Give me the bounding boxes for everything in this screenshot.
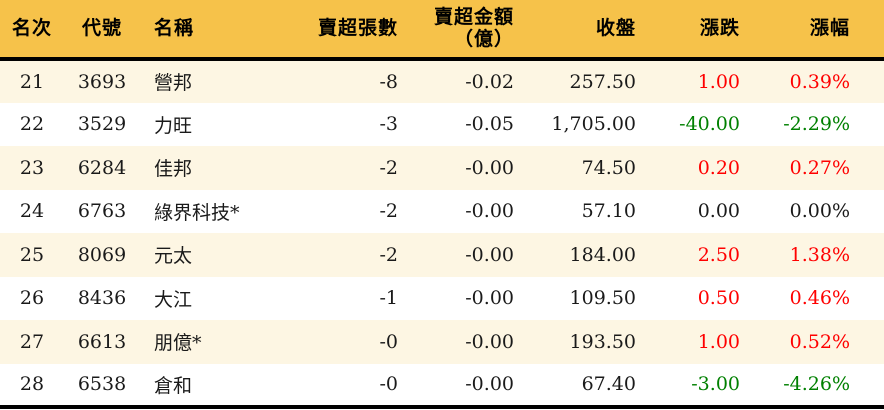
cell-rank: 28: [19, 373, 45, 396]
cell-sell-lots: -0: [379, 330, 398, 353]
table-body: 21 3693 營邦 -8 -0.02 257.50 1.00 0.39% 0 22 3529 力旺 -…: [0, 59, 884, 407]
cell-rank: 22: [19, 113, 45, 136]
cell-sell-lots: -0: [379, 373, 398, 396]
column-header-sell-lots[interactable]: 賣超張數: [317, 16, 398, 39]
cell-sell-days: 連 2 賣: [872, 320, 884, 364]
cell-name: 朋億*: [154, 332, 202, 355]
cell-sell-amount: -0.00: [465, 243, 514, 266]
cell-close: 1,705.00: [551, 113, 636, 136]
cell-rank: 21: [19, 70, 45, 93]
table-row[interactable]: 25 8069 元太 -2 -0.00 184.00 2.50 1.38% 買 → 賣: [0, 233, 884, 277]
cell-sell-amount: -0.05: [465, 113, 514, 136]
cell-rank: 26: [19, 287, 45, 310]
cell-name: 力旺: [154, 114, 193, 137]
cell-sell-days: 1: [872, 190, 884, 234]
cell-sell-lots: -8: [379, 70, 398, 93]
cell-sell-lots: -2: [379, 243, 398, 266]
table-row[interactable]: 28 6538 倉和 -0 -0.00 67.40 -3.00 -4.26% 連 2 賣: [0, 363, 884, 408]
table-row[interactable]: 23 6284 佳邦 -2 -0.00 74.50 0.20 0.27% 1: [0, 146, 884, 190]
column-header-sell-amount-line2: （億）: [453, 27, 514, 50]
cell-change-pct: 0.00%: [789, 200, 850, 223]
cell-change-pct: 0.46%: [789, 287, 850, 310]
cell-close: 67.40: [581, 373, 636, 396]
cell-sell-days: 連 2 賣: [872, 277, 884, 321]
cell-rank: 25: [19, 243, 45, 266]
column-header-rank[interactable]: 名次: [11, 16, 52, 39]
cell-sell-amount: -0.00: [465, 287, 514, 310]
cell-sell-days: 1: [872, 146, 884, 190]
column-header-name[interactable]: 名稱: [154, 16, 195, 39]
cell-sell-amount: -0.02: [465, 70, 514, 93]
table-row[interactable]: 22 3529 力旺 -3 -0.05 1,705.00 -40.00 -2.29% 連 3 買…: [0, 102, 884, 147]
cell-sell-days: 連 2 賣: [872, 364, 884, 408]
cell-change: 0.00: [697, 200, 740, 223]
cell-code: 6284: [77, 156, 127, 179]
cell-change-pct: 0.52%: [789, 330, 850, 353]
table-row[interactable]: 27 6613 朋億* -0 -0.00 193.50 1.00 0.52% 連 2 賣: [0, 320, 884, 364]
cell-name: 佳邦: [154, 158, 193, 181]
cell-change: 1.00: [697, 70, 740, 93]
cell-sell-lots: -2: [379, 156, 398, 179]
cell-change-pct: -2.29%: [783, 113, 850, 136]
table-row[interactable]: 24 6763 綠界科技* -2 -0.00 57.10 0.00 0.00% 1: [0, 189, 884, 234]
cell-sell-amount: -0.00: [465, 373, 514, 396]
cell-sell-lots: -1: [379, 287, 398, 310]
cell-rank: 24: [19, 200, 45, 223]
column-header-code[interactable]: 代號: [81, 16, 122, 39]
cell-rank: 27: [19, 330, 45, 353]
cell-change: 0.20: [697, 156, 740, 179]
cell-sell-amount: -0.00: [465, 330, 514, 353]
column-header-sell-days[interactable]: 連賣天數: [872, 0, 884, 59]
table-row[interactable]: 21 3693 營邦 -8 -0.02 257.50 1.00 0.39% 0: [0, 59, 884, 103]
cell-sell-days: 0: [872, 59, 884, 103]
cell-sell-amount: -0.00: [465, 200, 514, 223]
cell-close: 57.10: [581, 200, 636, 223]
table-header-row: 名次 代號 名稱 賣超張數 賣超金額 （億） 收盤 漲跌 漲幅 連賣天數: [0, 0, 884, 59]
cell-change-pct: 1.38%: [789, 243, 850, 266]
cell-close: 184.00: [569, 243, 636, 266]
cell-change: -3.00: [691, 373, 740, 396]
cell-code: 8436: [77, 287, 127, 310]
cell-close: 257.50: [569, 70, 636, 93]
cell-change: 1.00: [697, 330, 740, 353]
cell-sell-days: 買 → 賣: [872, 233, 884, 277]
cell-sell-lots: -2: [379, 200, 398, 223]
cell-close: 74.50: [581, 156, 636, 179]
cell-code: 3693: [77, 70, 127, 93]
column-header-close[interactable]: 收盤: [595, 16, 636, 39]
column-header-change[interactable]: 漲跌: [699, 16, 740, 39]
cell-name: 倉和: [154, 374, 193, 397]
column-header-sell-amount-line1: 賣超金額: [433, 6, 514, 29]
cell-name: 綠界科技*: [154, 201, 240, 224]
cell-change: 2.50: [697, 243, 740, 266]
cell-change: -40.00: [679, 113, 740, 136]
cell-change-pct: 0.39%: [789, 70, 850, 93]
cell-code: 6613: [77, 330, 127, 353]
cell-close: 193.50: [569, 330, 636, 353]
cell-sell-lots: -3: [379, 113, 398, 136]
table-header: 名次 代號 名稱 賣超張數 賣超金額 （億） 收盤 漲跌 漲幅 連賣天數: [0, 0, 884, 59]
cell-close: 109.50: [569, 287, 636, 310]
cell-sell-days: 連 3 買 → 連 9 賣: [872, 103, 884, 147]
cell-name: 元太: [154, 245, 193, 268]
cell-code: 6538: [77, 373, 127, 396]
cell-rank: 23: [19, 156, 45, 179]
column-header-sell-amount[interactable]: 賣超金額 （億）: [410, 0, 524, 59]
cell-name: 營邦: [154, 72, 193, 95]
cell-change-pct: -4.26%: [783, 373, 850, 396]
column-header-change-pct[interactable]: 漲幅: [809, 16, 850, 39]
table-row[interactable]: 26 8436 大江 -1 -0.00 109.50 0.50 0.46% 連 2 賣: [0, 276, 884, 321]
cell-code: 3529: [77, 113, 127, 136]
cell-change: 0.50: [697, 287, 740, 310]
cell-sell-amount: -0.00: [465, 156, 514, 179]
cell-change-pct: 0.27%: [789, 156, 850, 179]
cell-code: 8069: [77, 243, 127, 266]
cell-name: 大江: [154, 288, 193, 311]
cell-code: 6763: [77, 200, 127, 223]
